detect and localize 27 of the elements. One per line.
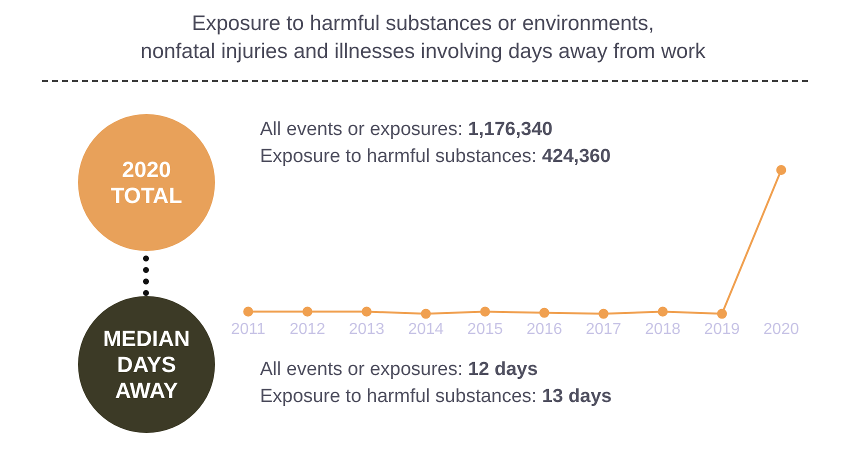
text: Exposure to harmful substances: 13 days bbox=[260, 385, 612, 409]
x-tick-label: 2015 bbox=[467, 320, 503, 338]
point bbox=[420, 308, 431, 319]
x-tick-label: 2013 bbox=[348, 320, 385, 338]
chart-title: Exposure to harmful substances or environments, nonfatal injuries and illnesses involving days away from work bbox=[140, 11, 706, 65]
circle-badge: MEDIAN DAYS AWAY bbox=[78, 296, 215, 433]
point bbox=[776, 165, 786, 175]
text: All events or exposures: 12 days bbox=[260, 358, 539, 382]
point bbox=[658, 306, 668, 317]
point bbox=[362, 306, 372, 317]
point bbox=[480, 306, 490, 317]
point bbox=[302, 306, 312, 317]
x-tick-label: 2014 bbox=[408, 320, 444, 338]
point bbox=[243, 306, 254, 317]
text: Exposure to harmful substances: 424,360 bbox=[260, 145, 611, 169]
x-tick-label: 2012 bbox=[290, 320, 326, 338]
circle-badge: 2020 TOTAL bbox=[78, 114, 215, 251]
point bbox=[716, 308, 727, 319]
x-tick-label: 2020 bbox=[763, 320, 800, 338]
x-tick-label: 2016 bbox=[526, 320, 562, 338]
point bbox=[539, 308, 550, 318]
point bbox=[598, 308, 609, 319]
x-tick-label: 2011 bbox=[231, 320, 266, 338]
x-tick-label: 2019 bbox=[704, 320, 740, 338]
x-tick-label: 2018 bbox=[644, 320, 681, 338]
text: All events or exposures: 1,176,340 bbox=[260, 118, 554, 142]
x-tick-label: 2017 bbox=[586, 320, 622, 338]
